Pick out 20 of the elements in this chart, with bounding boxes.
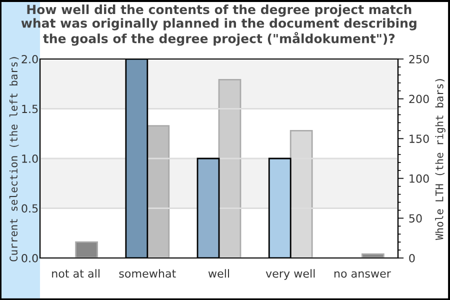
y2-tick-label: 50 xyxy=(409,214,422,223)
y2-tick-label: 150 xyxy=(410,134,429,143)
y-axis-title: Current selection (the left bars) xyxy=(9,57,19,262)
y-tick-label: 1.0 xyxy=(22,154,38,163)
y2-axis-title: Whole LTH (the right bars) xyxy=(435,79,446,240)
y2-tick-label: 100 xyxy=(410,174,429,183)
x-tick-label: not at all xyxy=(52,269,100,278)
y-tick-label: 0.0 xyxy=(22,254,38,262)
y2-tick-label: 200 xyxy=(409,94,429,104)
x-tick-label: no answer xyxy=(334,271,391,278)
y-tick-label: 1.5 xyxy=(22,104,38,114)
bar xyxy=(75,241,98,258)
chart-title: How well did the contents of the degree project match what was originally planned in the document describing the goals of the degree project ("måldokument")? xyxy=(21,4,416,46)
x-tick-label: well xyxy=(208,269,230,278)
y-tick-label: 0.5 xyxy=(22,204,38,213)
y2-tick-label: 0 xyxy=(409,254,415,262)
x-tick-label: very well xyxy=(266,269,315,280)
y-tick-label: 2.0 xyxy=(22,54,38,64)
x-tick-label: somewhat xyxy=(119,269,176,278)
y2-tick-label: 250 xyxy=(409,54,429,64)
